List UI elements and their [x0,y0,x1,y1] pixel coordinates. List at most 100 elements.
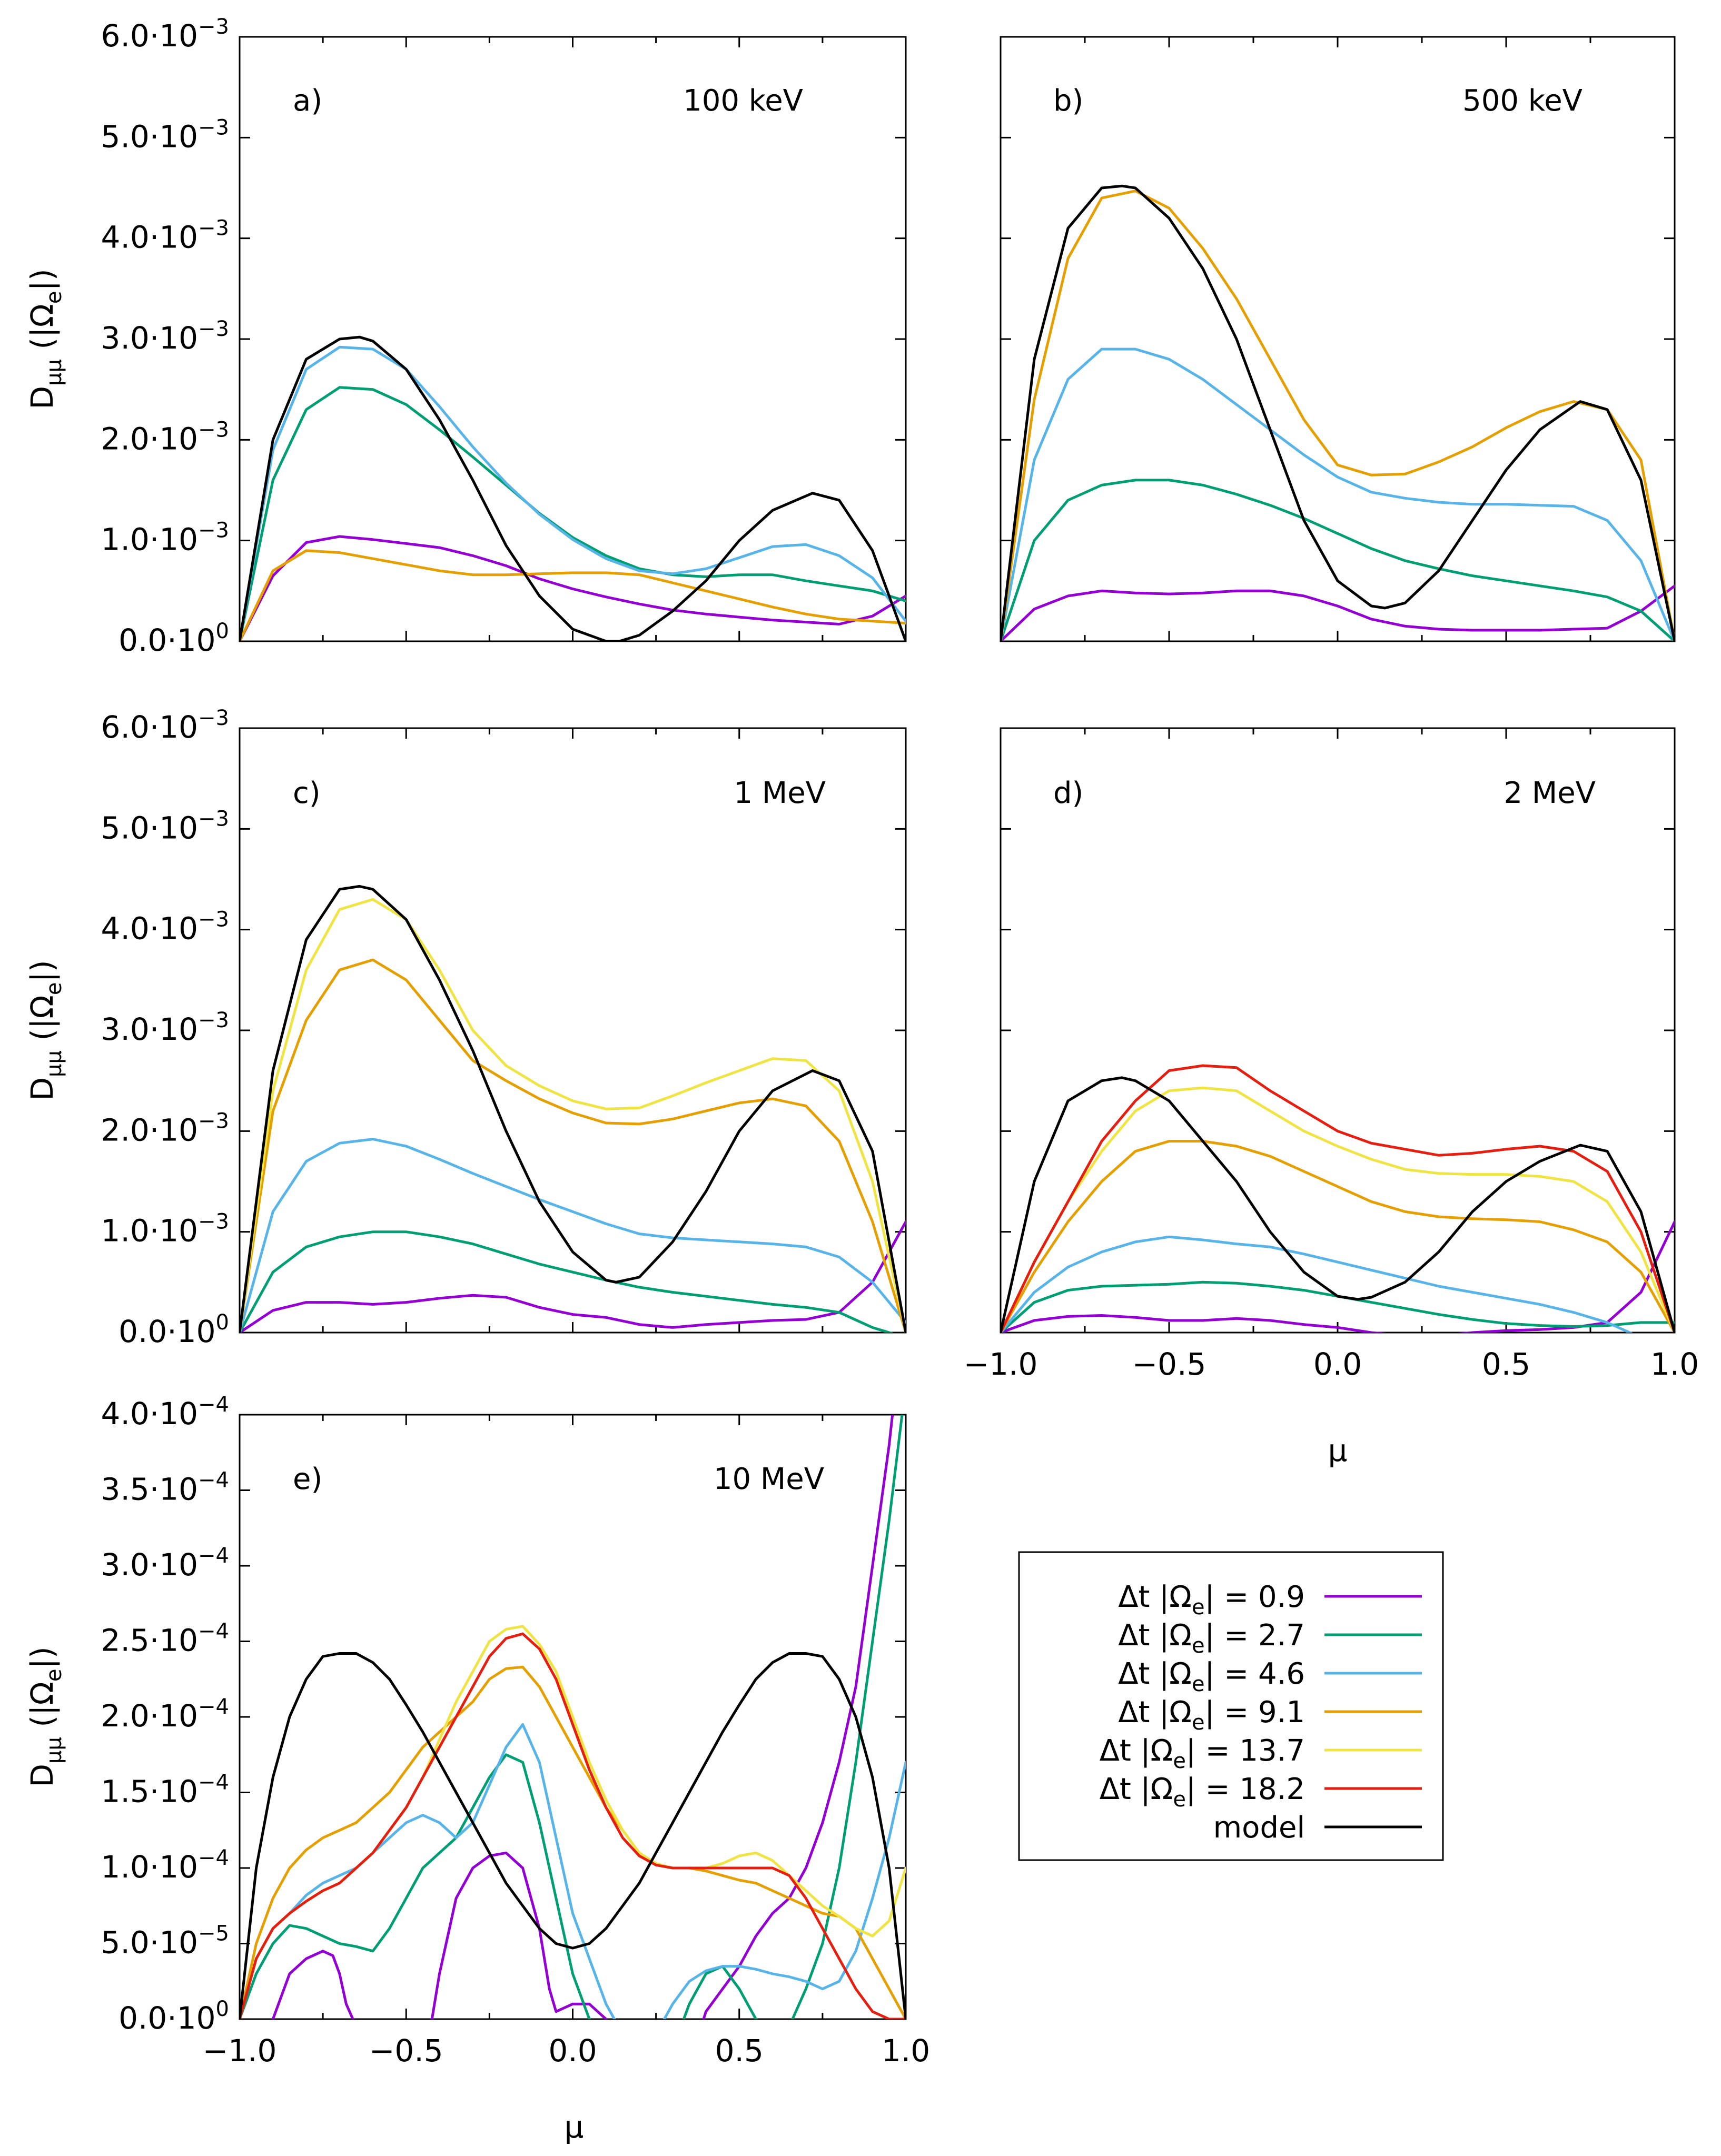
series-line-dt_2-7 [240,386,906,641]
legend-label: model [1213,1811,1305,1845]
series-line-dt_2-7 [1001,479,1675,641]
y-tick-label: 2.0·10−3 [101,418,229,456]
legend-label: Δt |Ωe| = 0.9 [1118,1580,1305,1620]
y-tick-label: 3.0·10−3 [101,1008,229,1047]
series-line-dt_0-9 [1001,1220,1675,1333]
series-line-dt_4-6 [240,345,906,641]
y-tick-label: 1.5·10−4 [101,1771,229,1810]
y-tick-label: 0.0·100 [118,1997,229,2036]
y-tick-label: 5.0·10−3 [101,807,229,846]
panel-a-x-ticks [239,37,907,641]
series-line-dt_4-6 [240,1723,906,2019]
x-tick-label: −1.0 [964,1346,1038,1382]
panel-e: e) 10 MeV 4.0·10−4 3.5·10−4 3.0·10−4 2.5·10… [24,1393,930,2145]
y-tick-label: 3.0·10−3 [101,317,229,356]
x-tick-label: 1.0 [882,2033,930,2069]
y-tick-label: 5.0·10−5 [101,1922,229,1961]
series-line-model [1001,1076,1675,1333]
panel-d: d) 2 MeV −1.0 −0.5 0.0 0.5 1.0 μ [964,727,1699,1468]
panel-c-label: c) [293,776,321,810]
panel-e-y-axis-title: Dμμ (|Ωe|) [24,1646,66,1787]
panel-e-label: e) [293,1462,322,1496]
panel-a: a) 100 keV 6.0·10−3 5.0·10−3 4.0·10−3 3.0·1… [24,15,907,658]
panel-e-y-ticks: 4.0·10−4 3.5·10−4 3.0·10−4 2.5·10−4 2.0·10−4… [101,1393,906,2036]
panel-b: b) 500 keV [1000,36,1676,642]
panel-d-energy: 2 MeV [1504,776,1596,810]
y-tick-label: 4.0·10−3 [101,216,229,255]
y-tick-label: 6.0·10−3 [101,15,229,54]
y-tick-label: 4.0·10−3 [101,908,229,947]
panel-e-x-ticks: −1.0 −0.5 0.0 0.5 1.0 [203,1415,930,2069]
panel-a-energy: 100 keV [683,84,803,118]
x-tick-label: −0.5 [1132,1346,1206,1382]
panel-e-energy: 10 MeV [714,1462,824,1496]
series-line-dt_13-7 [240,898,906,1333]
series-line-dt_9-1 [240,549,906,641]
legend-box [1018,1551,1444,1861]
y-tick-label: 2.5·10−4 [101,1620,229,1658]
panel-d-series [1001,1064,1675,1333]
y-tick-label: 1.0·10−3 [101,1210,229,1249]
y-tick-label: 5.0·10−3 [101,115,229,154]
y-tick-label: 1.0·10−4 [101,1846,229,1885]
legend-label: Δt |Ωe| = 4.6 [1118,1657,1305,1696]
y-tick-label: 2.0·10−4 [101,1695,229,1734]
x-tick-label: 1.0 [1650,1346,1699,1382]
series-line-dt_18-2 [240,1632,906,2019]
series-line-dt_9-1 [240,958,906,1333]
panel-c: c) 1 MeV 6.0·10−3 5.0·10−3 4.0·10−3 3.0·10−… [24,706,907,1349]
panel-b-series [1001,184,1675,641]
y-tick-label: 2.0·10−3 [101,1109,229,1148]
x-tick-label: −0.5 [369,2033,443,2069]
legend-label: Δt |Ωe| = 18.2 [1100,1772,1305,1812]
panel-d-x-ticks: −1.0 −0.5 0.0 0.5 1.0 [964,728,1699,1382]
series-line-dt_2-7 [240,1415,904,2019]
panel-e-x-axis-title: μ [565,2109,584,2145]
panel-a-y-ticks: 6.0·10−3 5.0·10−3 4.0·10−3 3.0·10−3 2.0·10−3… [101,15,906,658]
series-line-dt_0-9 [1001,584,1675,641]
panel-b-energy: 500 keV [1462,84,1582,118]
panel-d-label: d) [1053,776,1083,810]
legend-rows: Δt |Ωe| = 0.9Δt |Ωe| = 2.7Δt |Ωe| = 4.6Δ… [1100,1580,1422,1845]
x-tick-label: 0.5 [715,2033,764,2069]
panel-a-series [240,335,906,641]
panel-e-series [240,1415,906,2019]
series-line-dt_9-1 [1001,1140,1675,1333]
legend-label: Δt |Ωe| = 9.1 [1118,1695,1305,1735]
series-line-dt_2-7 [240,1230,894,1333]
series-line-dt_18-2 [1001,1064,1675,1333]
x-tick-label: 0.0 [548,2033,597,2069]
panel-d-x-axis-title: μ [1328,1433,1348,1468]
x-tick-label: 0.0 [1313,1346,1362,1382]
y-tick-label: 3.0·10−4 [101,1544,229,1583]
series-line-dt_0-9 [240,1220,906,1333]
series-line-model [1001,184,1675,641]
y-tick-label: 1.0·10−3 [101,519,229,558]
y-tick-label: 0.0·100 [118,1310,229,1349]
series-line-dt_13-7 [1001,1086,1675,1333]
legend-label: Δt |Ωe| = 2.7 [1118,1618,1305,1658]
y-tick-label: 3.5·10−4 [101,1468,229,1507]
series-line-dt_4-6 [1001,347,1675,641]
x-tick-label: 0.5 [1482,1346,1530,1382]
panel-c-y-ticks: 6.0·10−3 5.0·10−3 4.0·10−3 3.0·10−3 2.0·10−3… [101,706,906,1349]
y-tick-label: 0.0·100 [118,619,229,658]
panel-c-energy: 1 MeV [734,776,826,810]
series-line-dt_9-1 [240,1665,906,2019]
series-line-model [240,1652,906,2019]
series-line-dt_4-6 [240,1138,906,1333]
y-tick-label: 6.0·10−3 [101,706,229,745]
series-line-model [240,335,906,641]
series-line-model [240,885,906,1333]
series-line-dt_9-1 [1001,190,1675,641]
panel-b-label: b) [1053,84,1083,118]
series-line-dt_4-6 [1001,1235,1633,1333]
y-tick-label: 4.0·10−4 [101,1393,229,1432]
panel-d-y-ticks [1001,727,1675,1334]
panel-a-y-axis-title: Dμμ (|Ωe|) [24,269,66,409]
legend-label: Δt |Ωe| = 13.7 [1100,1734,1305,1773]
x-tick-label: −1.0 [203,2033,277,2069]
panel-c-y-axis-title: Dμμ (|Ωe|) [24,960,66,1100]
